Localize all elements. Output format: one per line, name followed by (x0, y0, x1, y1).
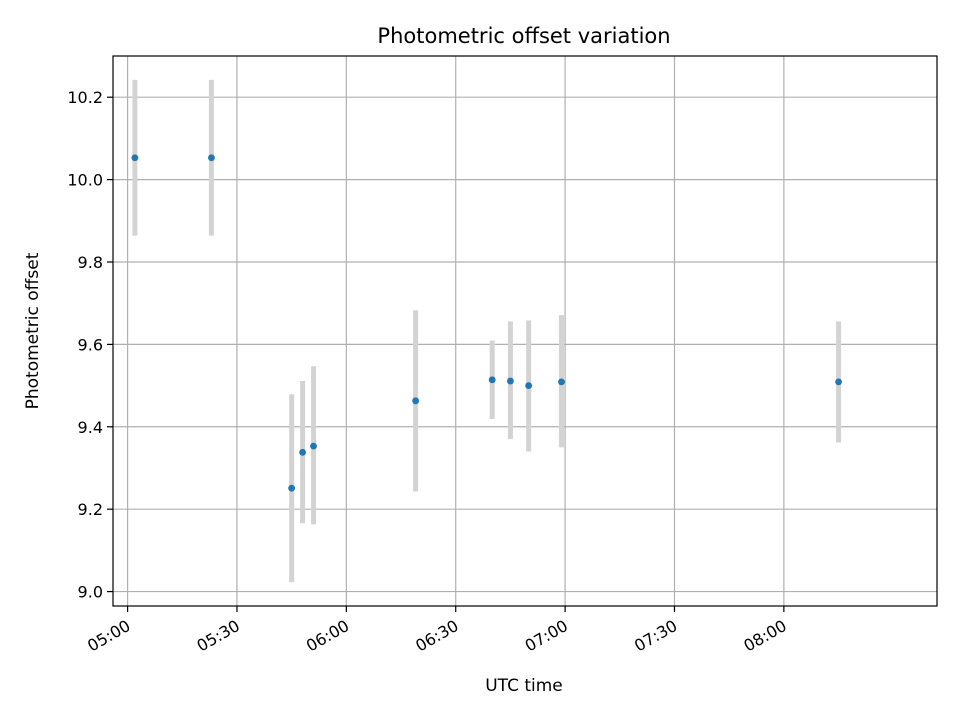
y-tick-label: 9.2 (78, 500, 103, 519)
data-point (835, 378, 842, 386)
x-axis-title: UTC time (485, 676, 563, 696)
y-tick-label: 10.0 (67, 171, 103, 190)
y-tick-label: 9.4 (78, 418, 103, 437)
y-tick-label: 9.8 (78, 253, 103, 272)
y-axis-ticks: 9.0 9.2 9.4 9.6 9.8 10.0 10.2 (67, 88, 113, 602)
plot-area-frame (112, 55, 938, 607)
chart-title: Photometric offset variation (377, 24, 670, 48)
y-tick-label: 9.0 (78, 583, 103, 602)
data-points (131, 154, 842, 492)
y-axis-title: Photometric offset (23, 252, 43, 409)
data-point (131, 154, 139, 162)
data-point (507, 377, 514, 385)
data-point (488, 376, 496, 384)
data-point (208, 154, 215, 162)
y-tick-label: 10.2 (67, 88, 103, 107)
data-point (525, 382, 533, 389)
data-point (288, 484, 296, 492)
data-point (310, 442, 317, 450)
data-point (299, 448, 306, 456)
y-tick-label: 9.6 (78, 335, 103, 354)
grid-lines (113, 56, 937, 606)
data-point (558, 378, 565, 386)
data-point (412, 397, 420, 405)
